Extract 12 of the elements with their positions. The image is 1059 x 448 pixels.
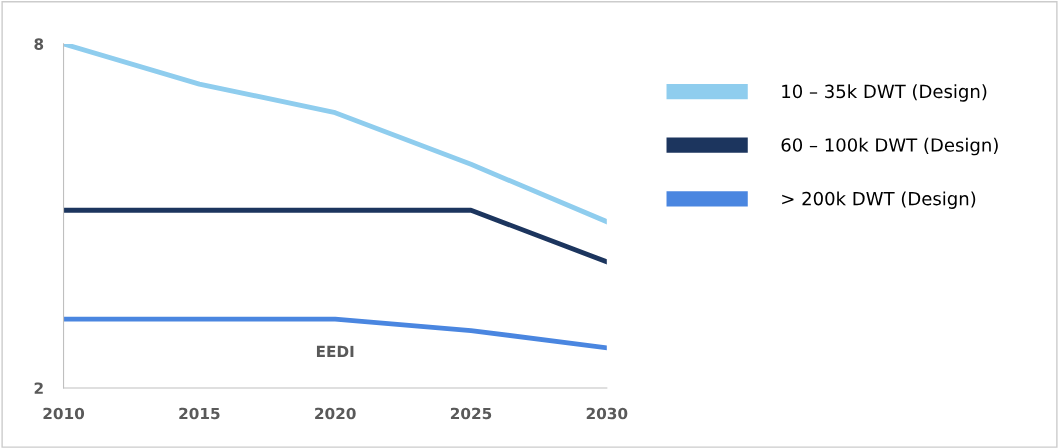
x-tick-label: 2010 [43,407,85,420]
x-tick-label: 2030 [586,407,628,420]
legend-label: 60 – 100k DWT (Design) [781,137,998,156]
y-tick-label: 8 [34,38,44,50]
legend-label: > 200k DWT (Design) [782,191,976,209]
annotation: EEDI [316,345,354,357]
line-series [63,43,607,225]
y-tick-label: 2 [34,382,43,394]
x-tick-label: 2025 [450,407,492,420]
legend-label: 10 – 35k DWT (Design) [782,84,987,102]
x-tick-label: 2015 [179,407,220,420]
x-tick-label: 2020 [315,407,356,420]
